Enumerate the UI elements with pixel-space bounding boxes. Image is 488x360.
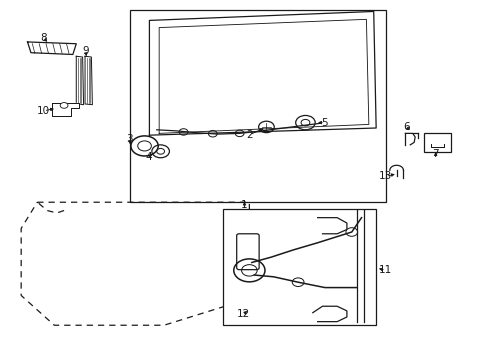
Polygon shape [27,42,76,54]
Polygon shape [52,103,79,116]
Text: 3: 3 [126,134,133,144]
FancyBboxPatch shape [236,234,259,270]
Text: 4: 4 [145,152,151,162]
Text: 8: 8 [40,33,47,43]
FancyBboxPatch shape [423,134,450,152]
Text: 5: 5 [321,118,327,128]
FancyBboxPatch shape [130,10,385,202]
Text: 12: 12 [236,310,249,319]
Polygon shape [85,56,92,105]
Text: 11: 11 [379,265,392,275]
Text: 6: 6 [402,122,409,132]
Circle shape [60,103,68,108]
Text: 9: 9 [82,46,89,56]
Text: 10: 10 [37,106,50,116]
Text: 1: 1 [241,200,247,210]
Polygon shape [76,56,83,105]
Text: 2: 2 [245,130,252,140]
Text: 7: 7 [431,149,438,159]
Text: 13: 13 [379,171,392,181]
FancyBboxPatch shape [222,209,375,325]
